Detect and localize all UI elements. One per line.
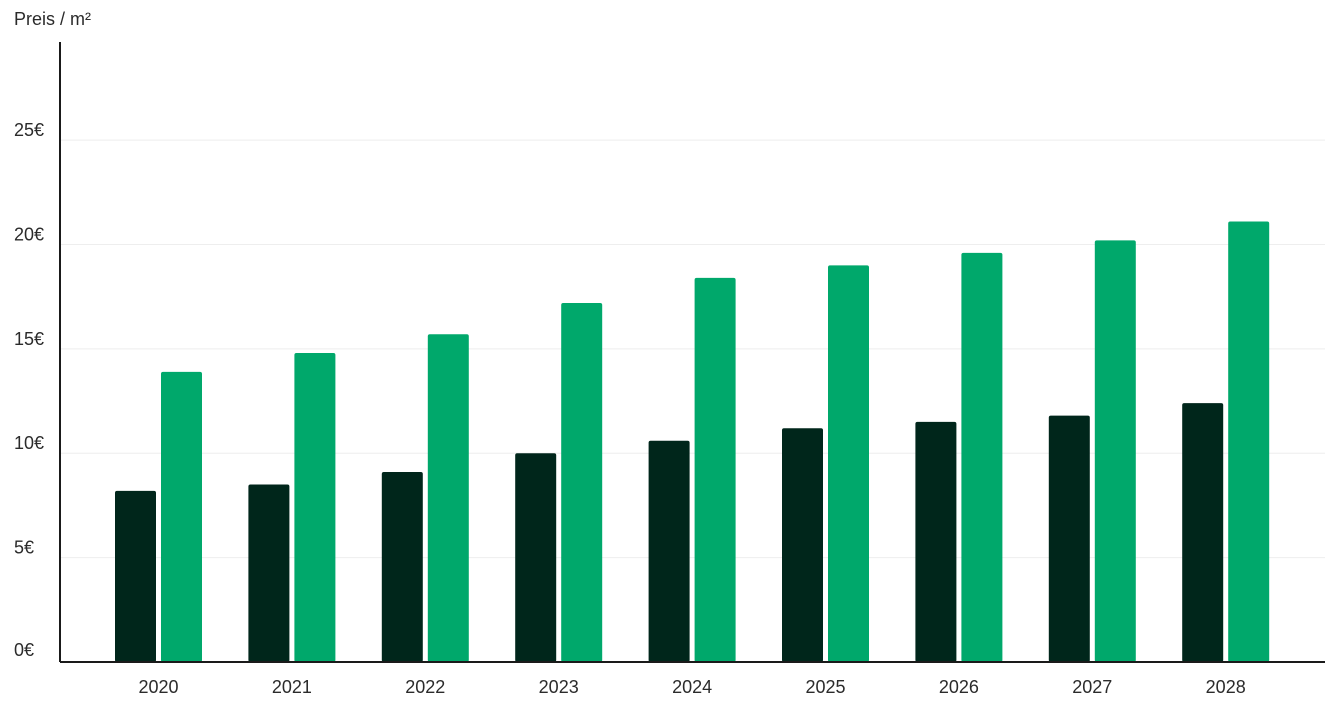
bar-2020-series-0	[115, 490, 156, 662]
bar-2021-series-1	[294, 353, 336, 662]
x-tick-label: 2026	[939, 677, 979, 697]
bar-2025-series-1	[828, 265, 869, 662]
bar-2023-series-1	[561, 302, 603, 662]
y-tick-label: 15€	[14, 329, 44, 349]
x-tick-label: 2028	[1206, 677, 1246, 697]
x-tick-label: 2025	[805, 677, 845, 697]
x-tick-label: 2020	[138, 677, 178, 697]
bar-2024-series-0	[648, 440, 690, 662]
bar-2021-series-0	[248, 484, 290, 662]
x-tick-label: 2022	[405, 677, 445, 697]
y-axis-title: Preis / m²	[14, 9, 92, 29]
y-tick-label: 25€	[14, 120, 44, 140]
y-tick-label: 0€	[14, 640, 34, 660]
bar-2023-series-0	[515, 453, 557, 662]
y-tick-label: 5€	[14, 538, 34, 558]
y-tick-label: 20€	[14, 224, 44, 244]
x-tick-label: 2023	[539, 677, 579, 697]
bar-2026-series-1	[961, 252, 1003, 663]
x-tick-label: 2024	[672, 677, 712, 697]
x-tick-label: 2021	[272, 677, 312, 697]
bar-2020-series-1	[161, 371, 202, 662]
bar-2024-series-1	[694, 277, 736, 662]
x-tick-label: 2027	[1072, 677, 1112, 697]
bar-2025-series-0	[782, 428, 823, 662]
bar-2022-series-0	[381, 472, 423, 662]
bar-2022-series-1	[427, 334, 469, 662]
bar-2028-series-0	[1182, 403, 1224, 662]
bar-2028-series-1	[1228, 221, 1270, 662]
y-tick-label: 10€	[14, 433, 44, 453]
bar-2027-series-1	[1094, 240, 1136, 662]
bar-2026-series-0	[915, 421, 957, 662]
bar-2027-series-0	[1048, 415, 1090, 662]
